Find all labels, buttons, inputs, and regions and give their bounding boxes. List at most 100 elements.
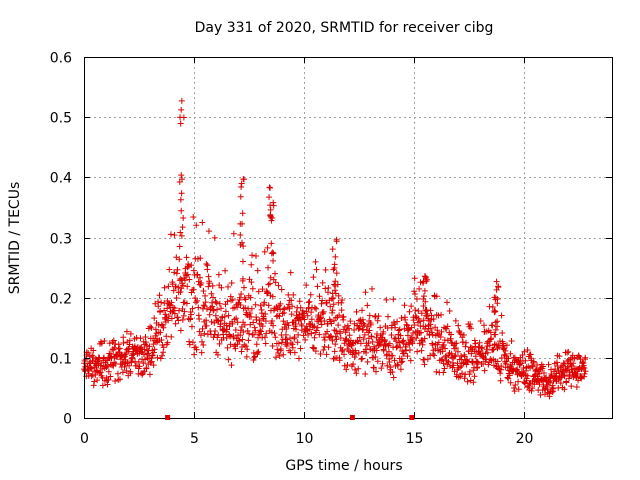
data-point: [224, 298, 231, 305]
data-point: [431, 352, 438, 359]
data-point: [581, 370, 588, 377]
data-point: [343, 366, 350, 373]
data-point: [161, 284, 168, 291]
data-point: [189, 339, 196, 346]
data-point: [251, 324, 258, 331]
data-point: [553, 359, 560, 366]
data-point: [352, 366, 359, 373]
data-point: [177, 229, 184, 236]
data-point: [362, 289, 369, 296]
gap-marker: [349, 415, 355, 420]
data-point: [206, 311, 213, 318]
data-point: [268, 215, 275, 222]
data-point: [333, 238, 340, 245]
data-point: [563, 367, 570, 374]
data-point: [147, 323, 154, 330]
data-point: [389, 369, 396, 376]
data-point: [370, 364, 377, 371]
data-point: [492, 331, 499, 338]
data-point: [310, 274, 317, 281]
data-point: [392, 324, 399, 331]
data-point: [234, 304, 241, 311]
data-point: [301, 316, 308, 323]
y-tick-label: 0: [63, 412, 72, 428]
data-point: [394, 361, 401, 368]
data-point: [171, 269, 178, 276]
data-point: [203, 305, 210, 312]
data-point: [453, 340, 460, 347]
data-point: [175, 317, 182, 324]
data-point: [269, 318, 276, 325]
data-point: [242, 296, 249, 303]
data-point: [186, 338, 193, 345]
data-point: [550, 385, 557, 392]
data-point: [351, 354, 358, 361]
data-point: [433, 293, 440, 300]
data-point: [174, 266, 181, 273]
data-point: [245, 337, 252, 344]
data-point: [438, 328, 445, 335]
data-point: [435, 312, 442, 319]
data-point: [168, 333, 175, 340]
data-point: [165, 317, 172, 324]
data-point: [104, 357, 111, 364]
data-point: [574, 371, 581, 378]
data-point: [529, 385, 536, 392]
data-point: [429, 340, 436, 347]
data-point: [355, 365, 362, 372]
data-point: [339, 296, 346, 303]
data-point: [474, 359, 481, 366]
data-point: [409, 336, 416, 343]
data-point: [497, 370, 504, 377]
data-point: [196, 315, 203, 322]
data-point: [133, 334, 140, 341]
data-point: [313, 266, 320, 273]
data-point: [272, 334, 279, 341]
data-point: [415, 315, 422, 322]
data-point: [455, 322, 462, 329]
data-point: [258, 310, 265, 317]
data-point: [267, 206, 274, 213]
data-point: [327, 303, 334, 310]
data-point: [536, 381, 543, 388]
data-point: [176, 243, 183, 250]
data-point: [457, 330, 464, 337]
data-point: [546, 393, 553, 400]
data-point: [202, 292, 209, 299]
data-point: [292, 321, 299, 328]
data-point: [237, 232, 244, 239]
data-point: [162, 311, 169, 318]
data-point: [120, 340, 127, 347]
data-point: [582, 368, 589, 375]
data-point: [492, 296, 499, 303]
data-point: [325, 344, 332, 351]
data-point: [239, 210, 246, 217]
data-point: [178, 106, 185, 113]
data-point: [528, 387, 535, 394]
y-tick-label: 0.6: [50, 51, 72, 67]
data-point: [328, 295, 335, 302]
data-point: [239, 336, 246, 343]
data-point: [264, 244, 271, 251]
data-point: [218, 284, 225, 291]
data-point: [212, 312, 219, 319]
data-point: [430, 316, 437, 323]
data-point: [444, 323, 451, 330]
data-point: [505, 375, 512, 382]
data-point: [360, 336, 367, 343]
data-point: [468, 325, 475, 332]
data-point: [335, 322, 342, 329]
x-tick-label: 20: [516, 431, 534, 447]
data-point: [375, 313, 382, 320]
data-point: [193, 346, 200, 353]
data-point: [307, 291, 314, 298]
data-point: [257, 302, 264, 309]
data-point: [452, 352, 459, 359]
data-point: [359, 307, 366, 314]
data-point: [341, 340, 348, 347]
data-point: [316, 331, 323, 338]
data-point: [386, 340, 393, 347]
data-point: [180, 215, 187, 222]
data-point: [176, 307, 183, 314]
